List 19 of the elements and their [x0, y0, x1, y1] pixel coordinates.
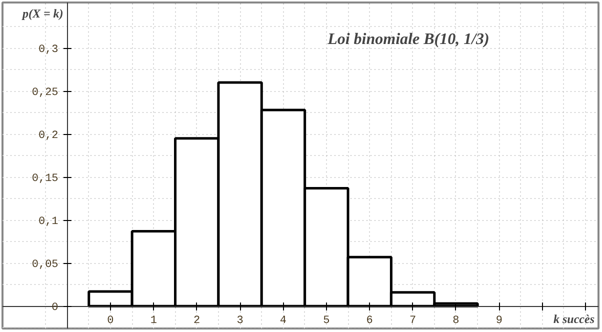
y-tick-label: 0,3: [38, 44, 58, 56]
x-tick-label: 9: [496, 315, 502, 328]
x-tick-label: 2: [194, 315, 200, 328]
y-tick-label: 0,15: [32, 173, 58, 186]
y-tick-label: 0,25: [32, 87, 58, 100]
y-tick-label: 0,2: [38, 130, 58, 142]
x-tick-label: 4: [280, 315, 287, 328]
x-tick-label: 3: [236, 315, 244, 328]
y-axis-title: p(X = k): [21, 6, 64, 20]
text: Loi binomiale B(10, 1/3): [326, 31, 490, 48]
x-axis-title: k succès: [554, 312, 595, 326]
x-tick-label: 8: [452, 315, 460, 328]
y-tick-label: 0,05: [32, 259, 58, 272]
x-tick-label: 1: [150, 315, 158, 328]
x-tick-label: 7: [409, 315, 416, 328]
x-tick-label: 5: [323, 315, 330, 328]
x-tick-label: 0: [107, 315, 114, 328]
x-tick-label: 6: [366, 315, 373, 328]
y-tick-label: 0,1: [38, 216, 59, 228]
